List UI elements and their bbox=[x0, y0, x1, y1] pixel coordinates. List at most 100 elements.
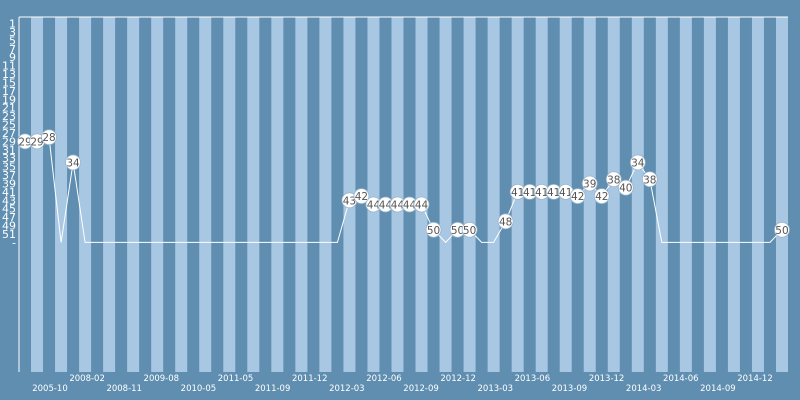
data-label: 34 bbox=[66, 157, 80, 169]
stripe bbox=[703, 17, 716, 372]
stripe bbox=[175, 17, 188, 372]
data-point bbox=[629, 154, 646, 171]
y-tick-label: 27 bbox=[2, 127, 16, 140]
column-stripes bbox=[31, 17, 788, 372]
stripe bbox=[679, 17, 692, 372]
stripe bbox=[367, 17, 380, 372]
x-tick-label: 2013-03 bbox=[478, 384, 514, 394]
stripe bbox=[247, 17, 260, 372]
x-tick-label: 2008-11 bbox=[106, 384, 142, 394]
stripe bbox=[751, 17, 764, 372]
y-tick-label: 9 bbox=[9, 51, 16, 64]
stripe bbox=[295, 17, 308, 372]
data-label: 41 bbox=[535, 187, 548, 199]
data-point bbox=[413, 196, 430, 213]
data-label: 29 bbox=[30, 136, 43, 148]
data-label: 42 bbox=[355, 191, 368, 203]
data-label: 38 bbox=[607, 174, 620, 186]
stripe bbox=[271, 17, 284, 372]
stripe bbox=[439, 17, 452, 372]
data-point bbox=[569, 188, 586, 205]
data-label: 41 bbox=[511, 187, 524, 199]
x-tick-label: 2011-05 bbox=[218, 374, 254, 384]
stripe bbox=[487, 17, 500, 372]
data-label: 50 bbox=[427, 225, 440, 237]
x-tick-label: 2011-09 bbox=[255, 384, 291, 394]
data-point bbox=[461, 221, 478, 238]
data-label: 42 bbox=[595, 191, 608, 203]
stripe bbox=[463, 17, 476, 372]
y-tick-label: 13 bbox=[2, 68, 16, 81]
stripe bbox=[103, 17, 116, 372]
stripe bbox=[391, 17, 404, 372]
y-tick-label: 51 bbox=[2, 228, 16, 241]
y-tick-label: 25 bbox=[2, 119, 16, 132]
stripe bbox=[607, 17, 620, 372]
data-label: 34 bbox=[631, 157, 645, 169]
data-label: 50 bbox=[451, 225, 464, 237]
x-axis: 2005-102008-022008-112009-082010-052011-… bbox=[32, 374, 773, 394]
y-tick-label: 5 bbox=[9, 34, 16, 47]
stripe bbox=[199, 17, 212, 372]
data-point bbox=[65, 154, 81, 171]
y-tick-label: 29 bbox=[2, 135, 16, 148]
x-tick-label: 2014-06 bbox=[663, 374, 699, 384]
x-tick-label: 2008-02 bbox=[69, 374, 105, 384]
data-label: 44 bbox=[391, 200, 405, 212]
y-tick-label: 7 bbox=[9, 43, 16, 56]
stripe bbox=[583, 17, 596, 372]
data-point bbox=[593, 188, 610, 205]
stripe bbox=[631, 17, 644, 372]
y-tick-label: 1 bbox=[9, 18, 16, 31]
y-tick-label: 43 bbox=[2, 194, 16, 207]
data-point bbox=[41, 129, 57, 146]
stripe bbox=[727, 17, 740, 372]
y-tick-label: 45 bbox=[2, 203, 16, 216]
data-label: 29 bbox=[18, 136, 31, 148]
data-label: 41 bbox=[559, 187, 572, 199]
data-label: 50 bbox=[775, 225, 788, 237]
y-tick-label: 15 bbox=[2, 76, 16, 89]
data-label: 41 bbox=[523, 187, 536, 199]
data-label: 44 bbox=[379, 200, 393, 212]
data-point bbox=[617, 179, 634, 196]
data-label: 28 bbox=[42, 132, 55, 144]
y-axis: 1357911131517192123252729313335373941434… bbox=[2, 18, 16, 250]
stripe bbox=[127, 17, 140, 372]
stripe bbox=[79, 17, 92, 372]
x-tick-label: 2005-10 bbox=[32, 384, 68, 394]
x-tick-label: 2009-08 bbox=[144, 374, 180, 384]
y-tick-label: 37 bbox=[2, 169, 16, 182]
y-tick-label: - bbox=[12, 236, 16, 249]
y-tick-label: 11 bbox=[2, 60, 16, 73]
y-tick-label: 49 bbox=[2, 220, 16, 233]
data-point bbox=[425, 221, 442, 238]
data-label: 41 bbox=[547, 187, 560, 199]
data-label: 42 bbox=[571, 191, 584, 203]
stripe bbox=[655, 17, 668, 372]
stripe bbox=[55, 17, 68, 372]
data-label: 44 bbox=[403, 200, 417, 212]
stripe bbox=[223, 17, 236, 372]
x-tick-label: 2012-03 bbox=[329, 384, 365, 394]
x-tick-label: 2012-12 bbox=[440, 374, 476, 384]
data-label: 48 bbox=[499, 216, 512, 228]
data-label: 50 bbox=[463, 225, 476, 237]
x-tick-label: 2011-12 bbox=[292, 374, 328, 384]
x-tick-label: 2014-09 bbox=[700, 384, 736, 394]
y-tick-label: 17 bbox=[2, 85, 16, 98]
data-point bbox=[581, 175, 598, 192]
x-tick-label: 2010-05 bbox=[181, 384, 217, 394]
y-tick-label: 41 bbox=[2, 186, 16, 199]
stripe bbox=[775, 17, 788, 372]
y-tick-label: 47 bbox=[2, 211, 16, 224]
x-tick-label: 2014-03 bbox=[626, 384, 662, 394]
data-label: 39 bbox=[583, 178, 596, 190]
x-tick-label: 2013-06 bbox=[515, 374, 551, 384]
y-tick-label: 3 bbox=[9, 26, 16, 39]
stripe bbox=[151, 17, 164, 372]
data-point bbox=[497, 213, 514, 230]
y-tick-label: 35 bbox=[2, 161, 16, 174]
